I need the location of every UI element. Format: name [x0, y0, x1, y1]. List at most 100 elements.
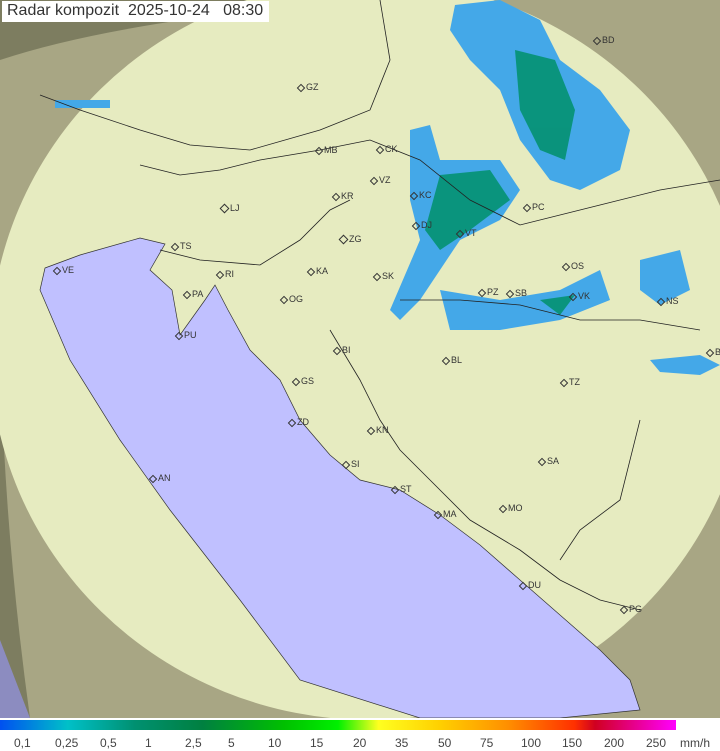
city-bg: BG — [705, 347, 720, 357]
city-label: VE — [62, 265, 75, 275]
city-marker-icon — [656, 297, 666, 306]
radar-map — [0, 0, 720, 718]
city-label: OS — [571, 261, 585, 271]
city-marker-icon — [592, 36, 602, 45]
city-marker-icon — [619, 605, 629, 614]
city-pg: PG — [619, 604, 642, 614]
city-marker-icon — [705, 348, 715, 357]
city-label: KC — [419, 190, 432, 200]
city-label: SI — [351, 459, 360, 469]
city-sk: SK — [372, 271, 394, 281]
city-si: SI — [341, 459, 360, 469]
legend-label: 1 — [145, 736, 152, 750]
city-label: PU — [184, 330, 197, 340]
city-marker-icon — [369, 176, 379, 185]
city-marker-icon — [455, 229, 465, 238]
city-os: OS — [561, 261, 585, 271]
city-an: AN — [148, 473, 171, 483]
city-label: KN — [376, 425, 389, 435]
city-marker-icon — [52, 266, 62, 275]
legend-label: 100 — [521, 736, 542, 750]
city-bd: BD — [592, 35, 615, 45]
city-label: VZ — [379, 175, 391, 185]
city-marker-icon — [279, 295, 289, 304]
city-marker-icon — [291, 377, 301, 386]
legend-label: 0,1 — [14, 736, 31, 750]
map-title: Radar kompozit 2025-10-24 08:30 — [2, 1, 270, 22]
city-pz: PZ — [477, 287, 499, 297]
city-label: MO — [508, 503, 523, 513]
city-marker-icon — [375, 145, 385, 154]
city-pa: PA — [182, 289, 204, 299]
city-marker-icon — [331, 192, 341, 201]
coverage-area — [0, 0, 720, 718]
country-borders — [39, 0, 720, 611]
intensity-color-scale — [0, 720, 676, 730]
city-zd: ZD — [287, 417, 309, 427]
city-marker-icon — [498, 504, 508, 513]
city-label: PC — [532, 202, 545, 212]
city-marker-icon — [182, 290, 192, 299]
city-dj: DJ — [411, 220, 432, 230]
legend-label: 50 — [438, 736, 452, 750]
city-zg: ZG — [338, 234, 362, 245]
city-marker-icon — [148, 474, 158, 483]
city-marker-icon — [537, 457, 547, 466]
city-marker-icon — [341, 460, 351, 469]
city-label: NS — [666, 296, 679, 306]
legend-label: 250 — [646, 736, 667, 750]
city-bl: BL — [441, 355, 462, 365]
adriatic-sea — [39, 237, 641, 718]
city-label: VT — [465, 228, 477, 238]
city-marker-icon — [296, 83, 306, 92]
city-label: DJ — [421, 220, 432, 230]
city-vk: VK — [568, 291, 590, 301]
legend-label: 75 — [480, 736, 494, 750]
city-gz: GZ — [296, 82, 319, 92]
legend-label: 2,5 — [185, 736, 202, 750]
city-marker-icon — [215, 270, 225, 279]
city-pu: PU — [174, 330, 197, 340]
city-label: KA — [316, 266, 329, 276]
city-marker-icon — [522, 203, 532, 212]
city-marker-icon — [505, 289, 515, 298]
city-marker-icon — [559, 378, 569, 387]
city-label: BD — [602, 35, 615, 45]
city-label: AN — [158, 473, 171, 483]
city-label: PA — [192, 289, 204, 299]
city-marker-icon — [477, 288, 487, 297]
city-pc: PC — [522, 202, 545, 212]
city-bi: BI — [332, 345, 351, 355]
city-ck: CK — [375, 144, 398, 154]
city-kc: KC — [409, 190, 432, 200]
city-mo: MO — [498, 503, 523, 513]
city-st: ST — [390, 484, 412, 494]
legend-label: 20 — [353, 736, 367, 750]
legend-label: 200 — [604, 736, 625, 750]
city-marker-icon — [332, 346, 342, 355]
city-ka: KA — [306, 266, 329, 276]
legend-label: 0,5 — [100, 736, 117, 750]
city-ri: RI — [215, 269, 234, 279]
city-sa: SA — [537, 456, 560, 466]
city-du: DU — [518, 580, 541, 590]
city-marker-icon — [366, 426, 376, 435]
city-vt: VT — [455, 228, 477, 238]
city-label: ST — [400, 484, 412, 494]
city-label: DU — [528, 580, 541, 590]
city-label: ZD — [297, 417, 309, 427]
city-ma: MA — [433, 509, 457, 519]
city-marker-icon — [219, 203, 230, 214]
city-ns: NS — [656, 296, 679, 306]
city-lj: LJ — [219, 203, 240, 214]
city-sb: SB — [505, 288, 528, 298]
city-marker-icon — [561, 262, 571, 271]
city-label: LJ — [230, 203, 240, 213]
city-label: TS — [180, 241, 192, 251]
city-marker-icon — [441, 356, 451, 365]
legend-label: 5 — [228, 736, 235, 750]
city-label: SA — [547, 456, 560, 466]
city-label: SB — [515, 288, 528, 298]
legend-label: 0,25 — [55, 736, 79, 750]
city-label: OG — [289, 294, 304, 304]
